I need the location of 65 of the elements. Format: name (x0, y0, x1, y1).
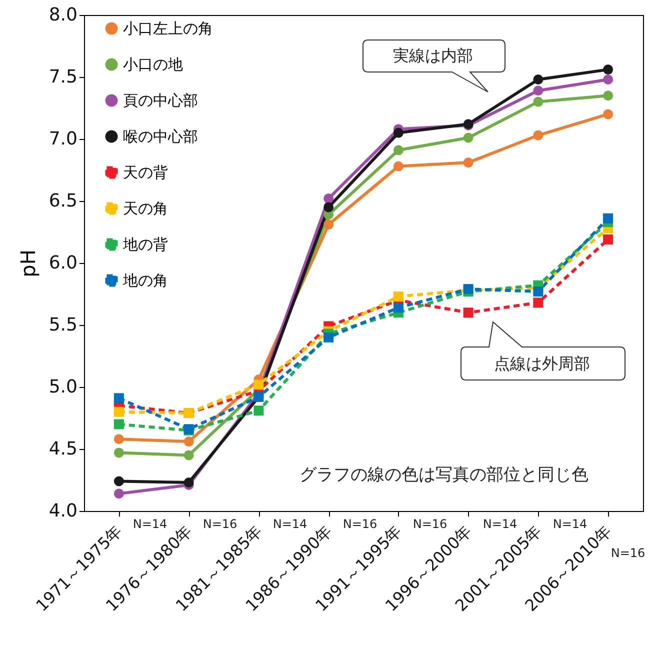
point (393, 302, 404, 313)
text: N=16 (202, 517, 238, 531)
y-axis-title: pH (16, 250, 40, 278)
annotation: グラフの線の色は写真の部位と同じ色 (300, 465, 588, 485)
text: N=16 (342, 517, 378, 531)
text: N=16 (610, 546, 646, 560)
legend-label: 小口左上の角 (123, 20, 213, 38)
text: N=14 (272, 517, 308, 531)
y-tick-label: 4.5 (48, 438, 78, 460)
y-tick-label: 8.0 (48, 4, 78, 26)
y-tick-label: 4.0 (48, 500, 78, 522)
point (324, 332, 334, 342)
point (184, 477, 194, 488)
legend-label: 天の背 (123, 164, 168, 182)
y-tick-label: 6.0 (48, 252, 78, 274)
text: N=14 (482, 517, 518, 531)
y-tick-label: 5.0 (48, 376, 78, 398)
point (254, 380, 264, 390)
point (184, 450, 194, 460)
legend-label: 地の背 (122, 236, 168, 254)
point (463, 132, 474, 143)
point (393, 291, 404, 302)
y-tick-label: 7.5 (48, 66, 78, 88)
point (603, 109, 614, 120)
y-tick-label: 5.5 (48, 314, 78, 336)
annotation: 点線は外周部 (494, 354, 590, 373)
legend-label: 地の角 (122, 272, 168, 290)
point (533, 86, 544, 96)
point (393, 128, 404, 138)
legend-label: 天の角 (123, 200, 168, 218)
point (114, 434, 124, 444)
point (114, 393, 124, 404)
point (603, 74, 614, 84)
point (603, 234, 614, 244)
text: N=14 (132, 517, 168, 531)
point (324, 202, 334, 212)
point (393, 161, 404, 172)
text: N=14 (552, 517, 588, 531)
legend-label: 喉の中心部 (123, 128, 198, 146)
point (393, 145, 404, 156)
point (533, 298, 544, 308)
point (184, 436, 194, 447)
point (603, 213, 614, 224)
point (324, 220, 334, 230)
text: N=16 (412, 517, 448, 531)
point (533, 130, 544, 140)
point (114, 448, 124, 458)
point (114, 476, 124, 486)
point (463, 308, 474, 318)
point (533, 96, 544, 107)
point (324, 194, 334, 204)
legend-label: 小口の地 (123, 56, 183, 74)
y-tick-label: 7.0 (48, 128, 78, 150)
point (533, 74, 544, 84)
y-tick-label: 6.5 (48, 190, 78, 212)
annotation: 実線は内部 (393, 46, 473, 65)
point (254, 406, 264, 416)
point (114, 488, 124, 499)
point (603, 90, 614, 101)
point (603, 64, 614, 75)
legend-label: 頁の中心部 (123, 92, 198, 110)
point (114, 419, 124, 430)
point (114, 406, 124, 417)
point (533, 286, 544, 297)
point (463, 158, 474, 168)
